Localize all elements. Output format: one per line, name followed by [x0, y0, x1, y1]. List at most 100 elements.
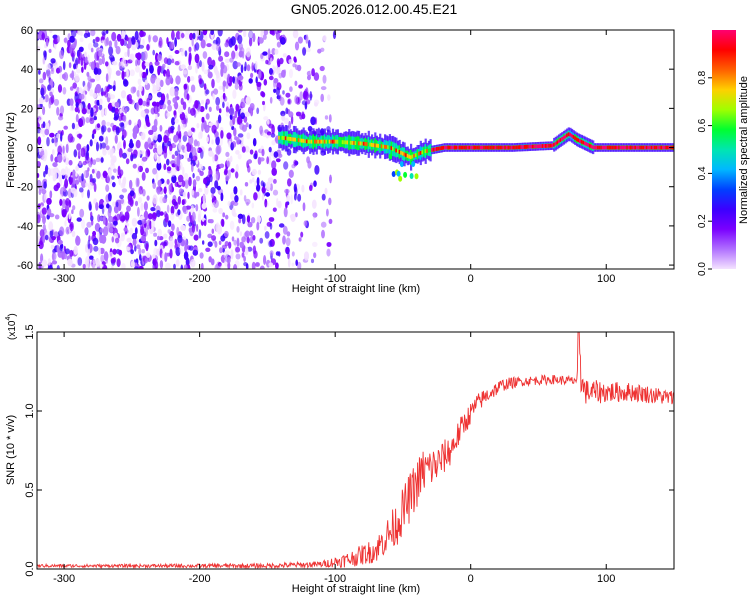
signal-core: [618, 145, 621, 150]
noise-cell: [205, 98, 210, 105]
noise-cell: [103, 251, 109, 262]
noise-cell: [78, 175, 82, 183]
signal-core: [540, 144, 543, 149]
signal-blob: [409, 173, 414, 179]
noise-cell: [74, 74, 80, 82]
signal-core: [546, 143, 549, 148]
noise-cell: [87, 79, 92, 89]
signal-core: [331, 139, 335, 144]
noise-cell: [229, 106, 234, 116]
noise-cell: [266, 156, 270, 165]
signal-core: [414, 153, 418, 157]
signal-core: [278, 135, 281, 140]
noise-cell: [174, 243, 178, 249]
noise-cell: [269, 222, 273, 230]
snr-x-label: Height of straight line (km): [292, 583, 420, 595]
noise-cell: [121, 70, 125, 80]
noise-cell: [212, 207, 218, 213]
noise-cell: [75, 123, 80, 129]
noise-cell: [130, 249, 134, 255]
noise-cell: [268, 240, 273, 248]
noise-cell: [237, 30, 243, 33]
noise-cell: [227, 200, 231, 207]
noise-cell: [78, 103, 83, 111]
noise-cell: [214, 179, 219, 189]
noise-cell: [272, 65, 275, 70]
noise-cell: [228, 76, 233, 83]
signal-core: [398, 150, 401, 154]
y-tick-label: 1.0: [24, 403, 36, 418]
noise-cell: [96, 170, 101, 179]
signal-core: [649, 145, 652, 150]
noise-cell: [105, 145, 110, 151]
signal-core: [356, 141, 359, 146]
noise-cell: [42, 106, 46, 116]
signal-core: [611, 145, 614, 150]
noise-cell: [110, 175, 115, 180]
noise-cell: [224, 51, 230, 58]
noise-cell: [243, 30, 247, 38]
noise-cell: [249, 230, 254, 237]
signal-core: [499, 145, 502, 150]
noise-cell: [267, 177, 274, 183]
noise-cell: [163, 233, 168, 239]
noise-cell: [37, 104, 41, 110]
noise-cell: [272, 207, 277, 212]
signal-core: [606, 145, 609, 150]
noise-cell: [169, 41, 173, 51]
noise-cell: [145, 167, 149, 174]
noise-cell: [226, 160, 230, 168]
noise-cell: [76, 217, 82, 222]
x-tick-label: 100: [597, 573, 615, 585]
noise-cell: [192, 179, 197, 188]
noise-cell: [188, 46, 192, 53]
noise-cell: [203, 83, 207, 90]
noise-cell: [195, 64, 198, 74]
noise-cell: [320, 93, 325, 103]
signal-core: [384, 144, 387, 149]
noise-cell: [263, 116, 269, 121]
noise-cell: [93, 42, 99, 48]
noise-cell: [246, 215, 251, 223]
spectrogram-x-label: Height of straight line (km): [292, 283, 420, 295]
noise-cell: [54, 214, 60, 220]
noise-cell: [136, 244, 141, 249]
noise-cell: [151, 212, 157, 222]
noise-cell: [69, 249, 74, 257]
noise-cell: [47, 258, 51, 266]
noise-cell: [235, 164, 239, 173]
noise-cell: [283, 207, 288, 218]
noise-cell: [152, 49, 155, 56]
noise-cell: [217, 30, 223, 37]
noise-cell: [191, 211, 196, 222]
noise-cell: [234, 136, 238, 141]
signal-core: [468, 145, 471, 150]
noise-cell: [167, 140, 172, 147]
noise-cell: [220, 192, 224, 202]
noise-cell: [51, 236, 56, 241]
signal-core: [650, 145, 653, 150]
signal-core: [354, 141, 357, 145]
noise-cell: [171, 223, 175, 231]
noise-cell: [199, 78, 202, 85]
signal-core: [346, 140, 349, 145]
signal-core: [538, 144, 541, 149]
noise-cell: [184, 239, 188, 248]
signal-core: [621, 145, 624, 150]
noise-cell: [265, 192, 270, 197]
noise-cell: [287, 178, 292, 187]
noise-cell: [54, 60, 58, 69]
noise-cell: [110, 107, 117, 113]
noise-cell: [275, 251, 280, 256]
signal-core: [484, 145, 487, 150]
noise-cell: [277, 153, 283, 158]
noise-cell: [238, 50, 244, 58]
noise-cell: [56, 265, 60, 269]
signal-core: [434, 147, 437, 152]
noise-cell: [257, 71, 261, 79]
noise-cell: [56, 106, 60, 116]
noise-cell: [76, 133, 83, 139]
x-tick-label: 100: [597, 273, 615, 285]
signal-core: [501, 145, 504, 150]
noise-cell: [111, 31, 117, 42]
